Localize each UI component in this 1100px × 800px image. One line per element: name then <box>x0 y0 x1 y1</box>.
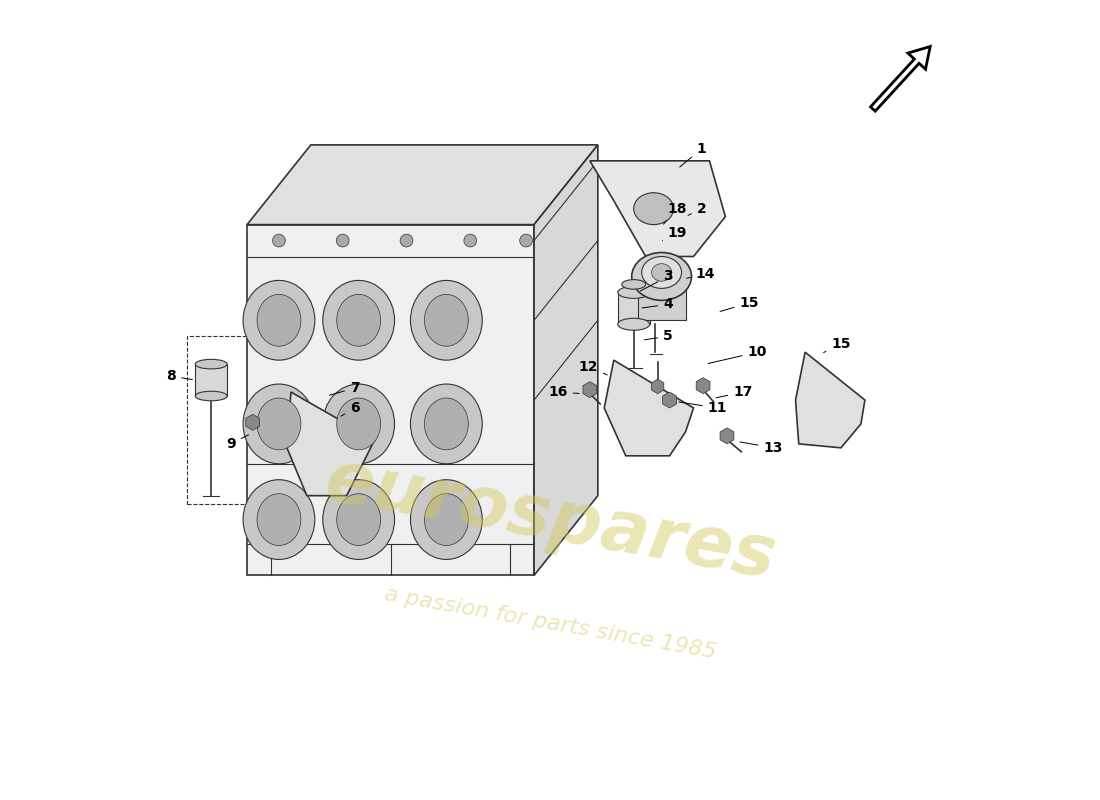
FancyArrow shape <box>870 46 931 111</box>
Ellipse shape <box>410 480 482 559</box>
Ellipse shape <box>631 253 692 300</box>
Circle shape <box>337 234 349 247</box>
Ellipse shape <box>337 294 381 346</box>
Ellipse shape <box>410 384 482 464</box>
Text: 19: 19 <box>662 226 688 241</box>
Text: 3: 3 <box>640 270 673 291</box>
Text: 8: 8 <box>166 369 192 383</box>
Polygon shape <box>535 145 597 575</box>
Circle shape <box>519 234 532 247</box>
Text: 9: 9 <box>227 434 249 451</box>
Text: 5: 5 <box>645 330 673 343</box>
Ellipse shape <box>641 257 682 288</box>
Text: 11: 11 <box>679 401 727 415</box>
Polygon shape <box>287 392 375 496</box>
Text: 4: 4 <box>642 298 673 311</box>
Ellipse shape <box>243 480 315 559</box>
Text: 2: 2 <box>688 202 706 216</box>
Ellipse shape <box>243 281 315 360</box>
Polygon shape <box>248 145 597 225</box>
Ellipse shape <box>337 398 381 450</box>
Ellipse shape <box>322 384 395 464</box>
Ellipse shape <box>337 494 381 546</box>
Ellipse shape <box>425 398 469 450</box>
Text: 10: 10 <box>708 345 767 363</box>
Circle shape <box>400 234 412 247</box>
Polygon shape <box>604 360 693 456</box>
Text: 15: 15 <box>824 337 850 353</box>
Ellipse shape <box>322 281 395 360</box>
Polygon shape <box>795 352 865 448</box>
Ellipse shape <box>257 398 301 450</box>
Ellipse shape <box>410 281 482 360</box>
Bar <box>195 364 227 396</box>
Text: 15: 15 <box>720 296 759 311</box>
Ellipse shape <box>195 391 227 401</box>
Text: 16: 16 <box>548 385 579 399</box>
Ellipse shape <box>195 359 227 369</box>
Ellipse shape <box>651 264 672 282</box>
Circle shape <box>273 234 285 247</box>
Ellipse shape <box>322 480 395 559</box>
Ellipse shape <box>425 294 469 346</box>
Text: 12: 12 <box>579 359 607 375</box>
Text: 13: 13 <box>740 441 783 455</box>
Text: a passion for parts since 1985: a passion for parts since 1985 <box>383 584 717 662</box>
Text: 1: 1 <box>680 142 706 167</box>
Bar <box>638 273 685 320</box>
Text: 17: 17 <box>716 385 752 399</box>
Ellipse shape <box>425 494 469 546</box>
Text: 18: 18 <box>663 202 688 224</box>
Polygon shape <box>590 161 725 257</box>
Ellipse shape <box>618 286 650 298</box>
Polygon shape <box>248 225 535 575</box>
Ellipse shape <box>257 294 301 346</box>
Text: 7: 7 <box>330 381 360 395</box>
Bar <box>187 336 383 504</box>
Text: 6: 6 <box>341 401 360 416</box>
Text: eurospares: eurospares <box>319 446 781 594</box>
Bar <box>618 292 650 324</box>
Ellipse shape <box>634 193 673 225</box>
Ellipse shape <box>618 318 650 330</box>
Ellipse shape <box>243 384 315 464</box>
Text: 14: 14 <box>686 267 715 281</box>
Ellipse shape <box>257 494 301 546</box>
Circle shape <box>464 234 476 247</box>
Ellipse shape <box>621 280 646 289</box>
